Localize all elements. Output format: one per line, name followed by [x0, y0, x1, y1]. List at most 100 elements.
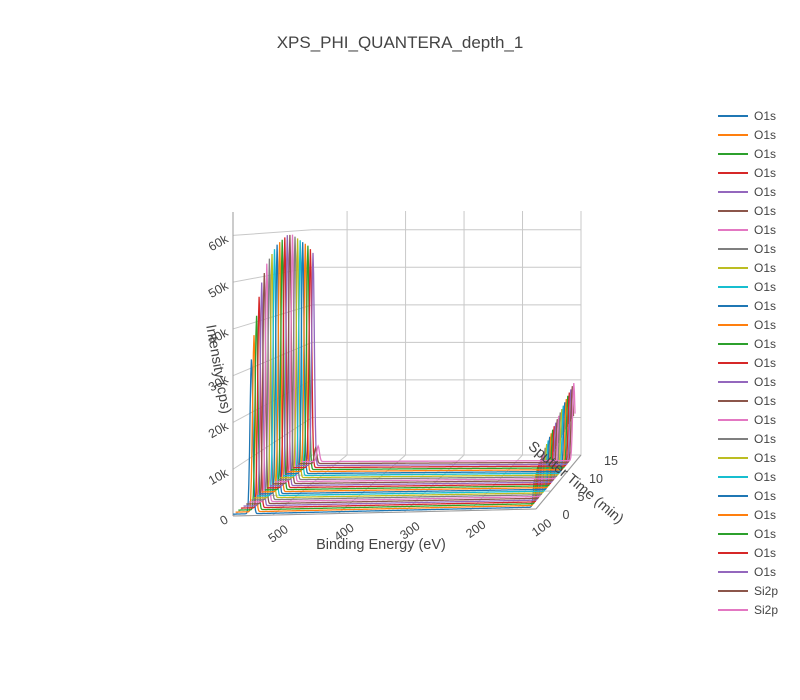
legend-swatch	[718, 323, 748, 326]
legend-label: O1s	[754, 165, 777, 180]
legend-label: O1s	[754, 184, 777, 199]
series-line-18	[280, 238, 564, 479]
legend-item[interactable]: O1s	[718, 505, 778, 524]
legend: O1s O1s O1s O1s O1s O1s O1s O1s O1s O1s O1s O1s O1s O…	[718, 106, 778, 619]
legend-item[interactable]: O1s	[718, 543, 778, 562]
legend-label: O1s	[754, 279, 777, 294]
chart-title: XPS_PHI_QUANTERA_depth_1	[276, 33, 524, 52]
legend-swatch	[718, 190, 748, 193]
z-gridline	[232, 304, 581, 330]
series-line-8	[253, 253, 549, 499]
legend-swatch	[718, 437, 748, 440]
x-tick-label: 200	[463, 518, 488, 541]
legend-item[interactable]: O1s	[718, 486, 778, 505]
axis-edge	[232, 508, 537, 517]
legend-swatch	[718, 228, 748, 231]
series-line-21	[288, 243, 569, 473]
x-tick-label: 500	[266, 522, 291, 545]
legend-swatch	[718, 247, 748, 250]
legend-label: O1s	[754, 336, 777, 351]
legend-label: Si2p	[754, 583, 779, 598]
series-line-3	[240, 296, 542, 509]
z-gridline	[232, 229, 581, 236]
legend-item[interactable]: O1s	[718, 315, 778, 334]
legend-item[interactable]: O1s	[718, 239, 778, 258]
legend-item[interactable]: O1s	[718, 125, 778, 144]
series-line-5	[246, 272, 545, 505]
legend-label: O1s	[754, 260, 777, 275]
legend-item[interactable]: O1s	[718, 296, 778, 315]
legend-item[interactable]: O1s	[718, 201, 778, 220]
legend-label: O1s	[754, 507, 777, 522]
y-tick-label: 10	[589, 472, 603, 486]
legend-item[interactable]: O1s	[718, 144, 778, 163]
series-line-19	[283, 240, 566, 477]
legend-item[interactable]: O1s	[718, 353, 778, 372]
x-gridline	[469, 211, 524, 511]
legend-swatch	[718, 494, 748, 497]
legend-swatch	[718, 285, 748, 288]
legend-swatch	[718, 589, 748, 592]
series-line-10	[259, 244, 552, 495]
legend-label: O1s	[754, 203, 777, 218]
legend-label: O1s	[754, 146, 777, 161]
legend-label: O1s	[754, 298, 777, 313]
legend-label: O1s	[754, 108, 777, 123]
legend-item[interactable]: O1s	[718, 106, 778, 125]
legend-label: O1s	[754, 450, 777, 465]
legend-item[interactable]: O1s	[718, 562, 778, 581]
legend-item[interactable]: O1s	[718, 277, 778, 296]
series-line-17	[277, 236, 563, 481]
legend-swatch	[718, 171, 748, 174]
legend-label: O1s	[754, 488, 777, 503]
legend-item[interactable]: O1s	[718, 163, 778, 182]
legend-swatch	[718, 418, 748, 421]
series-line-1	[235, 335, 539, 513]
series-line-22	[290, 245, 570, 471]
legend-label: O1s	[754, 374, 777, 389]
axis-edge	[535, 454, 582, 510]
legend-swatch	[718, 152, 748, 155]
legend-item[interactable]: O1s	[718, 334, 778, 353]
legend-swatch	[718, 399, 748, 402]
series-line-6	[248, 263, 546, 503]
legend-swatch	[718, 133, 748, 136]
series-line-15	[272, 234, 560, 485]
series-line-11	[262, 242, 554, 493]
legend-item[interactable]: O1s	[718, 258, 778, 277]
legend-item[interactable]: O1s	[718, 182, 778, 201]
x-axis-title: Binding Energy (eV)	[316, 537, 446, 553]
legend-item[interactable]: Si2p	[718, 581, 778, 600]
series-line-16	[275, 234, 561, 483]
x-gridline	[338, 211, 407, 514]
series-line-0	[233, 359, 537, 515]
legend-swatch	[718, 304, 748, 307]
legend-item[interactable]: O1s	[718, 524, 778, 543]
series-line-7	[251, 258, 548, 501]
y-tick-label: 15	[604, 454, 618, 468]
series-line-26	[301, 383, 576, 463]
legend-swatch	[718, 361, 748, 364]
legend-label: O1s	[754, 564, 777, 579]
series-line-9	[256, 249, 551, 497]
series-line-25	[298, 386, 575, 465]
legend-item[interactable]: O1s	[718, 448, 778, 467]
series-line-13	[267, 237, 557, 489]
legend-item[interactable]: O1s	[718, 372, 778, 391]
legend-label: O1s	[754, 317, 777, 332]
legend-label: O1s	[754, 526, 777, 541]
legend-item[interactable]: O1s	[718, 391, 778, 410]
legend-swatch	[718, 380, 748, 383]
legend-item[interactable]: Si2p	[718, 600, 778, 619]
legend-label: O1s	[754, 412, 777, 427]
legend-label: O1s	[754, 469, 777, 484]
legend-swatch	[718, 513, 748, 516]
legend-item[interactable]: O1s	[718, 410, 778, 429]
legend-swatch	[718, 551, 748, 554]
legend-swatch	[718, 456, 748, 459]
legend-swatch	[718, 114, 748, 117]
legend-item[interactable]: O1s	[718, 429, 778, 448]
legend-item[interactable]: O1s	[718, 220, 778, 239]
legend-item[interactable]: O1s	[718, 467, 778, 486]
